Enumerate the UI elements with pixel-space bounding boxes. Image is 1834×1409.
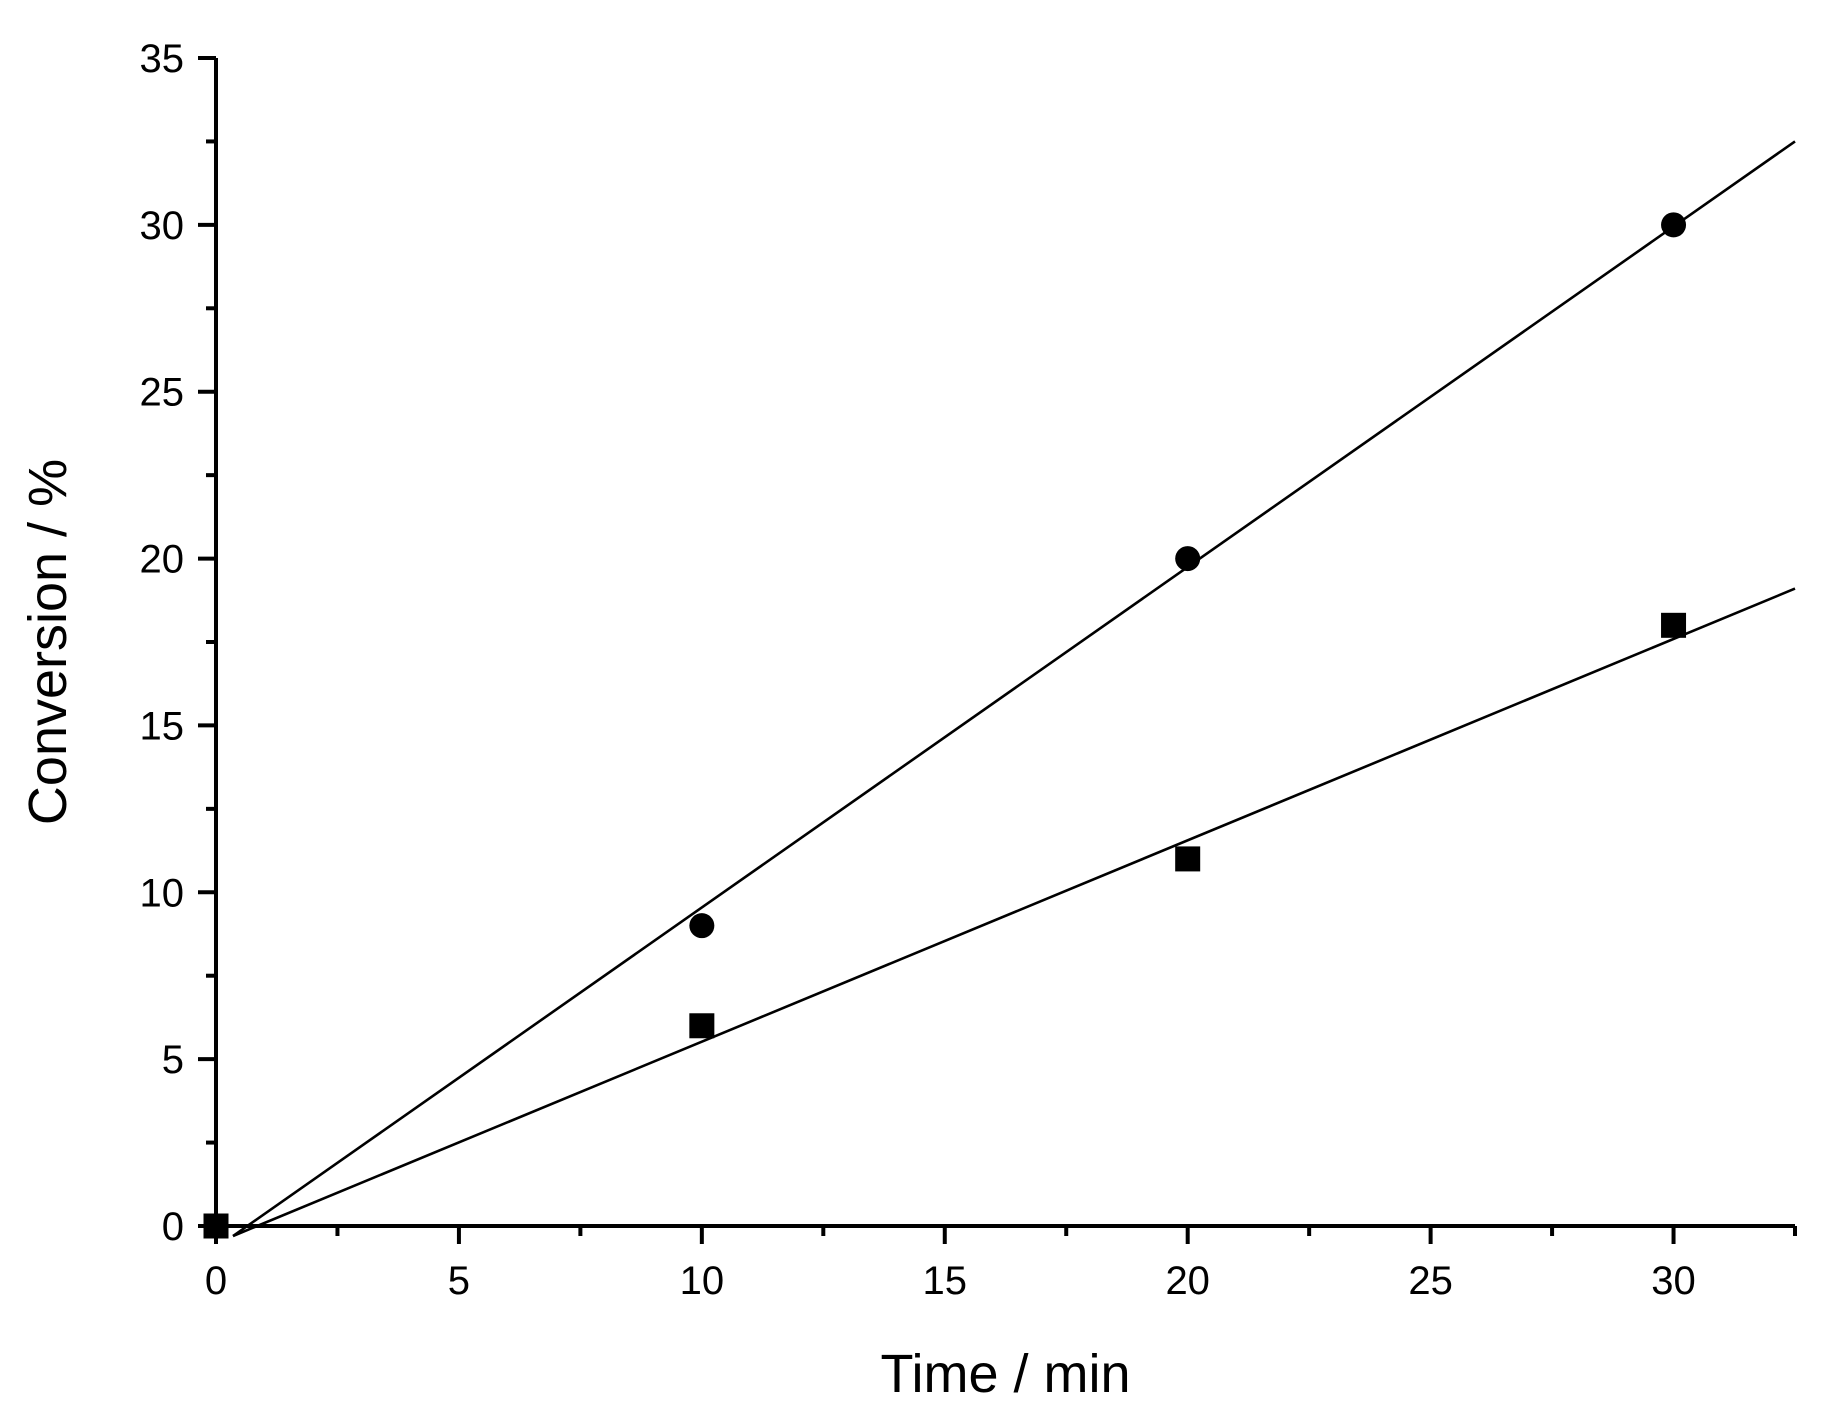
square-series-fit-line (232, 587, 1796, 1238)
y-tick-label: 0 (162, 1205, 184, 1249)
x-tick-label: 20 (1165, 1259, 1210, 1303)
y-tick-label: 30 (140, 204, 185, 248)
square-marker (1661, 612, 1687, 638)
x-tick-label: 10 (680, 1259, 725, 1303)
y-tick-label: 10 (140, 871, 185, 915)
square-marker (203, 1213, 229, 1239)
axes: 0 5 10 15 20 25 30 0 5 10 15 20 25 30 35 (140, 37, 1797, 1303)
x-tick-label: 25 (1408, 1259, 1453, 1303)
x-tick-label: 0 (205, 1259, 227, 1303)
data-markers (203, 212, 1687, 1239)
x-tick-label: 5 (448, 1259, 470, 1303)
circle-marker (1175, 546, 1201, 572)
circle-marker (689, 913, 715, 939)
y-tick-label: 35 (140, 37, 185, 81)
y-tick-label: 5 (162, 1038, 184, 1082)
circle-marker (1661, 212, 1687, 238)
x-tick-label: 30 (1651, 1259, 1696, 1303)
square-marker (689, 1013, 715, 1039)
square-marker (1175, 846, 1201, 872)
y-tick-label: 15 (140, 704, 185, 748)
circle-series-fit-line (232, 140, 1796, 1238)
x-axis-title: Time / min (880, 1344, 1130, 1404)
y-tick-label: 20 (140, 538, 185, 582)
fit-lines (232, 140, 1796, 1238)
x-tick-label: 15 (923, 1259, 968, 1303)
y-axis-title: Conversion / % (18, 459, 78, 825)
y-tick-label: 25 (140, 371, 185, 415)
